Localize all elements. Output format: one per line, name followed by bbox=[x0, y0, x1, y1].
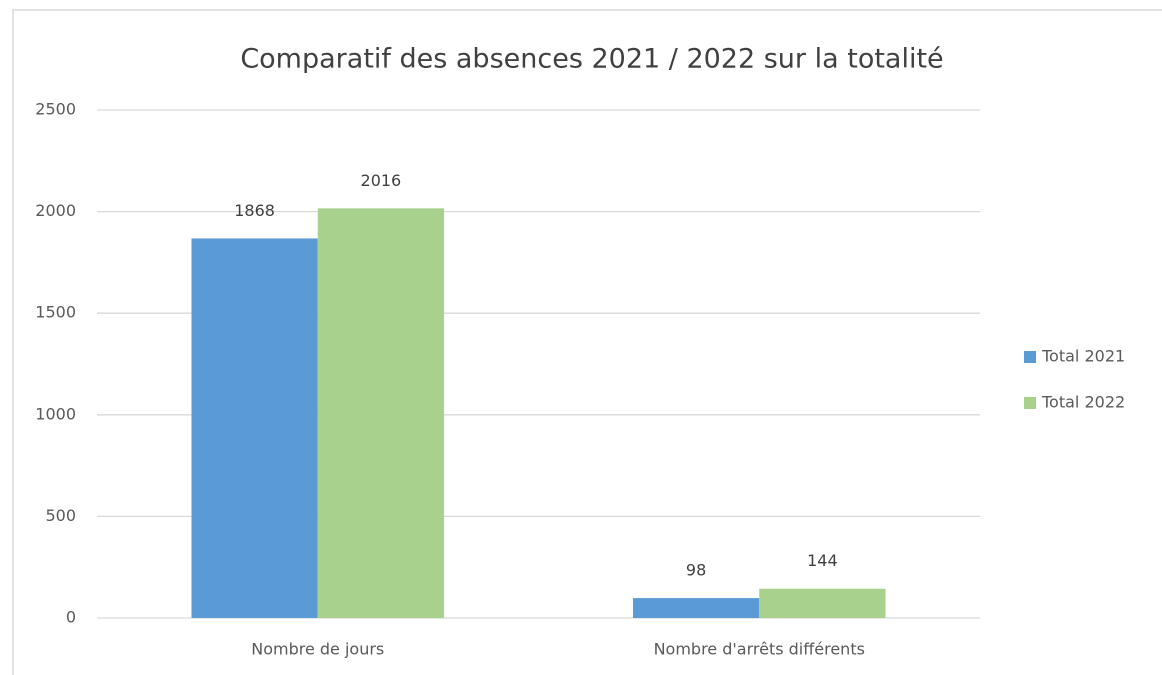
bar bbox=[632, 598, 760, 618]
y-tick-label: 1500 bbox=[35, 303, 76, 322]
y-tick-label: 2500 bbox=[35, 100, 76, 119]
data-label: 98 bbox=[686, 561, 706, 580]
chart-title: Comparatif des absences 2021 / 2022 sur … bbox=[240, 44, 943, 75]
data-label: 1868 bbox=[234, 201, 275, 220]
legend-label: Total 2021 bbox=[1041, 347, 1125, 366]
x-tick-label: Nombre d'arrêts différents bbox=[654, 640, 865, 659]
y-tick-label: 2000 bbox=[35, 201, 76, 220]
y-tick-label: 500 bbox=[45, 506, 76, 525]
y-tick-label: 1000 bbox=[35, 404, 76, 423]
bar bbox=[317, 208, 445, 618]
legend-swatch bbox=[1024, 351, 1036, 363]
legend-label: Total 2022 bbox=[1041, 393, 1125, 412]
data-label: 144 bbox=[807, 551, 838, 570]
bar bbox=[759, 588, 886, 618]
bar bbox=[191, 238, 318, 618]
data-label: 2016 bbox=[361, 171, 402, 190]
legend-swatch bbox=[1024, 397, 1036, 409]
x-tick-label: Nombre de jours bbox=[251, 640, 384, 659]
y-tick-label: 0 bbox=[66, 608, 76, 627]
